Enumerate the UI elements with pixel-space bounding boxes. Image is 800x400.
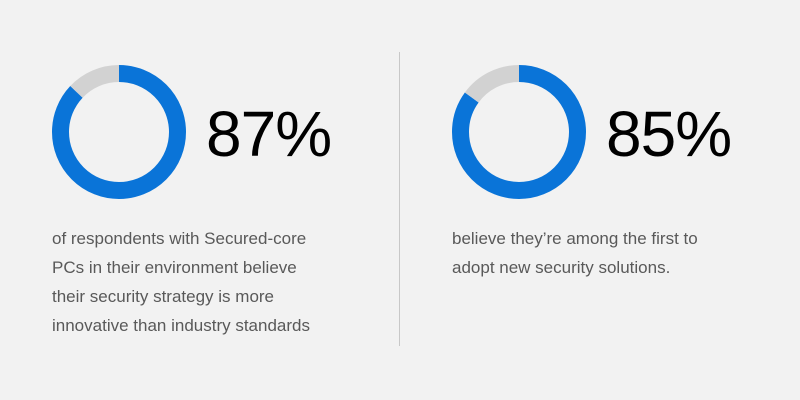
caption-line: innovative than industry standards bbox=[52, 316, 310, 335]
caption-line: adopt new security solutions. bbox=[452, 258, 671, 277]
caption-line: believe they’re among the first to bbox=[452, 229, 698, 248]
percentage-value-left: 87% bbox=[206, 98, 332, 170]
donut-svg-right bbox=[452, 65, 586, 199]
donut-chart-left bbox=[52, 65, 186, 199]
caption-right: believe they’re among the first to adopt… bbox=[452, 224, 752, 282]
vertical-divider bbox=[399, 52, 400, 346]
caption-left: of respondents with Secured-core PCs in … bbox=[52, 224, 352, 340]
donut-slice-remainder bbox=[452, 65, 586, 199]
caption-line: their security strategy is more bbox=[52, 287, 275, 306]
caption-line: of respondents with Secured-core bbox=[52, 229, 307, 248]
percentage-value-right: 85% bbox=[606, 98, 732, 170]
stat-panel-left: 87% of respondents with Secured-core PCs… bbox=[52, 0, 372, 400]
donut-slice-remainder bbox=[52, 65, 186, 199]
stat-panel-right: 85% believe they’re among the first to a… bbox=[452, 0, 772, 400]
caption-line: PCs in their environment believe bbox=[52, 258, 297, 277]
donut-svg-left bbox=[52, 65, 186, 199]
donut-chart-right bbox=[452, 65, 586, 199]
